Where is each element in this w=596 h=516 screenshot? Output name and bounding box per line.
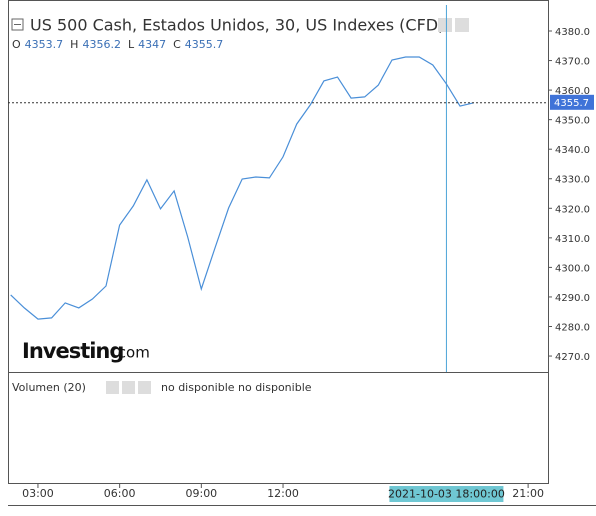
crosshair-label-bg <box>389 486 504 502</box>
x-tick-label: 06:00 <box>104 487 136 500</box>
ohlc-value: 4356.2 <box>82 38 121 51</box>
chart-title: US 500 Cash, Estados Unidos, 30, US Inde… <box>30 16 444 35</box>
x-tick-label: 12:00 <box>267 487 299 500</box>
logo-suffix: .com <box>113 344 150 362</box>
ohlc-label: L <box>128 38 135 51</box>
x-tick-label: 09:00 <box>185 487 217 500</box>
ohlc-value: 4347 <box>138 38 166 51</box>
y-tick-label: 4270.0 <box>555 352 590 363</box>
y-tick-label: 4280.0 <box>555 322 590 333</box>
y-tick-label: 4350.0 <box>555 116 590 127</box>
last-price-label: 4355.7 <box>554 98 589 109</box>
plot-frame <box>8 0 549 484</box>
y-tick-label: 4370.0 <box>555 57 590 68</box>
x-tick-label: 03:00 <box>22 487 54 500</box>
volume-icon[interactable] <box>122 381 135 394</box>
y-tick-label: 4310.0 <box>555 234 590 245</box>
volume-status: no disponible <box>161 381 235 394</box>
last-price-bg <box>550 94 594 110</box>
y-tick-label: 4330.0 <box>555 175 590 186</box>
ohlc-label: O <box>12 38 21 51</box>
ohlc-value: 4353.7 <box>25 38 64 51</box>
y-tick-label: 4320.0 <box>555 204 590 215</box>
ohlc-value: 4355.7 <box>185 38 224 51</box>
y-tick-label: 4360.0 <box>555 86 590 97</box>
ohlc-label: C <box>173 38 181 51</box>
ohlc-label: H <box>70 38 78 51</box>
settings-icon[interactable] <box>438 18 452 32</box>
crosshair-label: 2021-10-03 18:00:00 <box>388 488 505 501</box>
volume-icon[interactable] <box>106 381 119 394</box>
price-line <box>10 56 474 320</box>
y-tick-label: 4340.0 <box>555 145 590 156</box>
y-tick-label: 4290.0 <box>555 293 590 304</box>
x-tick-label: 21:00 <box>512 487 544 500</box>
y-tick-label: 4300.0 <box>555 263 590 274</box>
y-tick-label: 4380.0 <box>555 27 590 38</box>
volume-icon[interactable] <box>138 381 151 394</box>
logo: Investing <box>22 339 123 363</box>
settings-icon[interactable] <box>455 18 469 32</box>
volume-status: no disponible <box>238 381 312 394</box>
volume-label: Volumen (20) <box>12 381 86 394</box>
